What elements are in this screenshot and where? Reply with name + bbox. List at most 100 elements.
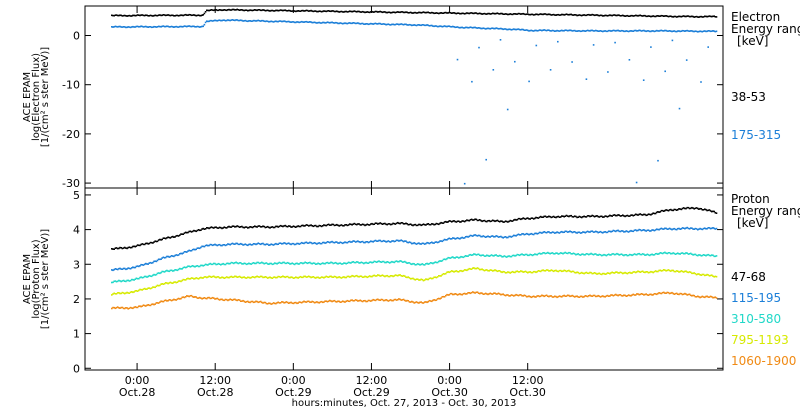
data-point: [578, 296, 581, 298]
data-point: [337, 10, 339, 13]
data-point: [340, 277, 343, 279]
data-point: [197, 278, 200, 280]
data-point: [510, 271, 513, 274]
data-point: [265, 262, 268, 264]
data-point: [413, 24, 415, 26]
data-point: [585, 14, 588, 17]
data-point: [517, 28, 520, 30]
data-point: [644, 254, 646, 256]
data-point: [318, 302, 321, 304]
data-point: [320, 242, 323, 245]
data-point: [675, 292, 678, 295]
data-point: [561, 215, 563, 217]
data-point: [400, 222, 403, 224]
data-point: [493, 219, 495, 222]
data-point: [202, 14, 204, 16]
data-point: [152, 15, 154, 17]
data-point: [326, 276, 329, 278]
data-point: [612, 229, 615, 232]
data-point: [591, 295, 594, 297]
data-point: [334, 276, 337, 278]
data-point: [464, 236, 467, 238]
data-point: [426, 301, 428, 304]
data-point: [139, 25, 141, 28]
data-point: [625, 215, 628, 217]
data-point: [310, 262, 312, 265]
data-point: [157, 272, 160, 274]
data-point: [692, 15, 694, 18]
data-point: [213, 297, 215, 299]
data-point: [389, 12, 392, 14]
data-point: [312, 276, 315, 278]
data-point: [373, 22, 376, 25]
data-point: [679, 292, 681, 295]
data-point: [706, 30, 708, 33]
data-point: [338, 262, 340, 265]
data-point: [193, 248, 195, 251]
data-point: [591, 272, 594, 275]
data-point: [356, 261, 358, 263]
data-point: [281, 262, 283, 265]
data-point: [207, 9, 209, 12]
data-point: [531, 254, 534, 257]
data-point: [650, 30, 652, 33]
data-point: [177, 26, 180, 28]
data-point: [406, 223, 408, 225]
data-point: [687, 30, 690, 32]
data-point: [528, 271, 530, 273]
data-point: [237, 243, 240, 246]
data-point: [638, 228, 640, 231]
data-point: [701, 295, 704, 298]
data-point: [198, 265, 201, 268]
data-point: [386, 240, 388, 243]
data-point: [393, 275, 396, 277]
data-point: [195, 296, 197, 298]
data-point: [620, 215, 623, 217]
data-point: [175, 299, 178, 301]
data-point: [123, 267, 126, 270]
data-point: [114, 293, 117, 295]
data-point: [541, 269, 543, 272]
data-point: [264, 226, 267, 229]
data-point: [314, 224, 317, 227]
data-point: [277, 9, 279, 12]
data-point: [281, 243, 283, 245]
data-point: [229, 262, 231, 265]
data-point: [416, 301, 419, 304]
data-point: [713, 30, 715, 32]
data-point: [422, 302, 425, 304]
data-point: [586, 215, 589, 217]
data-point: [196, 14, 199, 17]
data-point: [513, 13, 515, 15]
data-point: [385, 23, 387, 26]
data-point: [148, 26, 151, 28]
data-point: [365, 224, 367, 226]
data-point: [569, 252, 571, 254]
data-point: [481, 13, 483, 15]
data-point: [336, 301, 338, 303]
data-point: [174, 254, 176, 257]
data-point: [605, 273, 608, 275]
data-point: [474, 26, 476, 29]
data-point: [365, 241, 367, 243]
data-point: [416, 263, 419, 265]
data-point: [395, 274, 398, 277]
data-point: [412, 224, 414, 227]
data-point: [664, 269, 666, 271]
data-point: [580, 30, 583, 32]
data-point: [293, 263, 296, 266]
data-point: [318, 224, 321, 227]
data-point: [443, 258, 446, 260]
data-point: [319, 263, 322, 266]
data-point: [588, 13, 590, 16]
data-point: [176, 298, 179, 300]
data-point: [537, 217, 540, 219]
data-point: [235, 299, 237, 301]
data-point: [228, 276, 230, 279]
data-point: [152, 286, 154, 288]
data-point: [682, 293, 685, 295]
data-point: [222, 227, 224, 229]
data-point: [404, 11, 406, 14]
data-point: [469, 292, 472, 295]
data-point: [381, 223, 384, 225]
